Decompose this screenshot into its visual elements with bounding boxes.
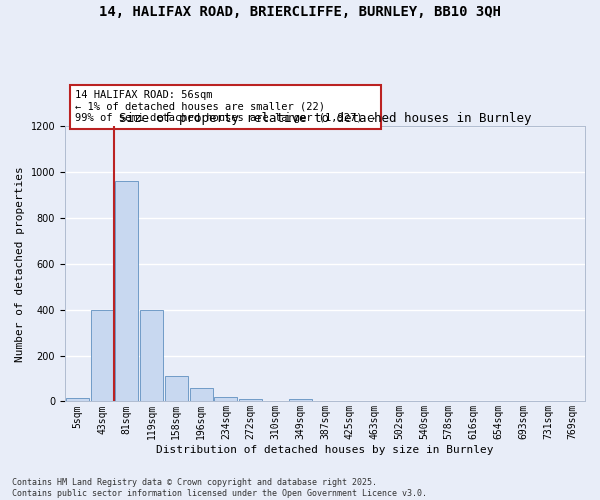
Title: Size of property relative to detached houses in Burnley: Size of property relative to detached ho… (119, 112, 531, 125)
Bar (66, 398, 89, 402)
Bar (91, 310, 113, 402)
Bar (165, 376, 188, 402)
Bar (140, 310, 163, 402)
Text: 14, HALIFAX ROAD, BRIERCLIFFE, BURNLEY, BB10 3QH: 14, HALIFAX ROAD, BRIERCLIFFE, BURNLEY, … (99, 5, 501, 19)
Bar (115, 181, 138, 402)
Text: 14 HALIFAX ROAD: 56sqm
← 1% of detached houses are smaller (22)
99% of semi-deta: 14 HALIFAX ROAD: 56sqm ← 1% of detached … (76, 90, 376, 124)
Bar (239, 399, 262, 402)
X-axis label: Distribution of detached houses by size in Burnley: Distribution of detached houses by size … (156, 445, 494, 455)
Bar (190, 388, 212, 402)
Y-axis label: Number of detached properties: Number of detached properties (15, 166, 25, 362)
Bar (214, 397, 237, 402)
Bar (289, 399, 311, 402)
Text: Contains HM Land Registry data © Crown copyright and database right 2025.
Contai: Contains HM Land Registry data © Crown c… (12, 478, 427, 498)
